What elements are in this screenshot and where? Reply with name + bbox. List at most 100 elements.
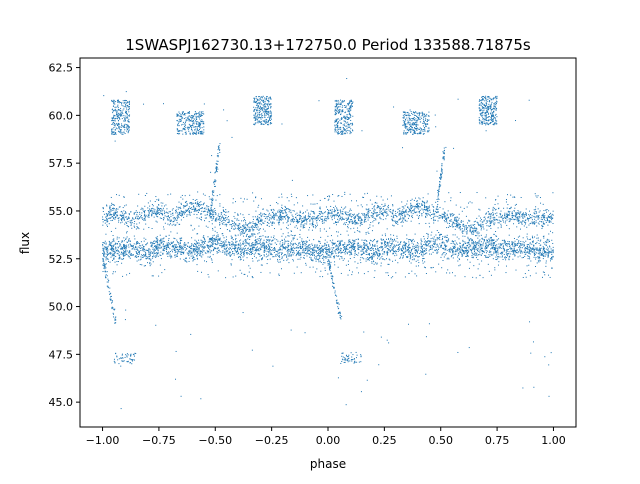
data-point: [337, 215, 339, 217]
data-point: [287, 235, 289, 237]
data-point: [218, 213, 220, 215]
data-point: [515, 216, 517, 218]
data-point: [331, 241, 333, 243]
data-point: [540, 216, 542, 218]
data-point: [140, 258, 142, 260]
data-point: [128, 238, 130, 240]
data-point: [350, 249, 352, 251]
data-point: [210, 239, 212, 241]
data-point: [519, 255, 521, 257]
data-point: [145, 255, 147, 257]
data-point: [138, 259, 140, 261]
data-point: [376, 214, 378, 216]
data-point: [493, 242, 495, 244]
data-point: [356, 243, 358, 245]
data-point: [537, 218, 539, 220]
data-point: [263, 251, 265, 253]
data-point: [404, 215, 406, 217]
data-point: [501, 214, 503, 216]
data-point: [132, 254, 134, 256]
data-point: [453, 222, 455, 224]
data-point: [143, 248, 145, 250]
data-point: [508, 214, 510, 216]
data-point: [548, 215, 550, 217]
data-point: [229, 229, 231, 231]
data-point: [195, 240, 197, 242]
data-point: [312, 211, 314, 213]
data-point: [268, 251, 270, 253]
data-point: [208, 215, 210, 217]
data-point: [336, 247, 338, 249]
data-point: [278, 253, 280, 255]
data-point: [240, 231, 242, 233]
data-point: [214, 238, 216, 240]
data-point: [465, 225, 467, 227]
data-point: [103, 253, 105, 255]
data-point: [222, 245, 224, 247]
data-point: [410, 207, 412, 209]
data-point: [285, 215, 287, 217]
data-point: [230, 254, 232, 256]
data-point: [366, 244, 368, 246]
data-point: [409, 247, 411, 249]
data-point: [484, 247, 486, 249]
data-point: [117, 250, 119, 252]
data-point: [513, 242, 515, 244]
data-point: [331, 242, 333, 244]
data-point: [477, 237, 479, 239]
data-point: [185, 202, 187, 204]
data-point: [113, 209, 115, 211]
data-point: [425, 249, 427, 251]
data-point: [526, 236, 528, 238]
data-point: [151, 212, 153, 214]
data-point: [205, 208, 207, 210]
data-point: [125, 250, 127, 252]
data-point: [476, 244, 478, 246]
data-point: [390, 234, 392, 236]
data-point: [109, 242, 111, 244]
data-point: [404, 243, 406, 245]
data-point: [517, 212, 519, 214]
data-point: [153, 254, 155, 256]
data-point: [207, 212, 209, 214]
data-point: [183, 205, 185, 207]
data-point: [161, 217, 163, 219]
data-point: [382, 253, 384, 255]
data-point: [204, 207, 206, 209]
data-point: [283, 216, 285, 218]
data-point: [173, 241, 175, 243]
data-point: [502, 248, 504, 250]
data-point: [472, 253, 474, 255]
data-point: [165, 247, 167, 249]
data-point: [380, 210, 382, 212]
data-point: [223, 237, 225, 239]
data-point: [112, 247, 114, 249]
data-point: [513, 215, 515, 217]
data-point: [287, 208, 289, 210]
data-point: [135, 255, 137, 257]
data-point: [161, 212, 163, 214]
data-point: [151, 246, 153, 248]
data-point: [383, 205, 385, 207]
data-point: [528, 249, 530, 251]
data-point: [263, 255, 265, 257]
data-point: [165, 246, 167, 248]
data-point: [371, 216, 373, 218]
data-point: [395, 252, 397, 254]
data-point: [342, 259, 344, 261]
data-point: [391, 218, 393, 220]
data-point: [386, 215, 388, 217]
data-point: [117, 246, 119, 248]
data-point: [461, 250, 463, 252]
data-point: [102, 259, 104, 261]
data-point: [122, 253, 124, 255]
data-point: [439, 215, 441, 217]
data-point: [437, 251, 439, 253]
data-point: [354, 240, 356, 242]
data-point: [200, 219, 202, 221]
data-point: [228, 243, 230, 245]
data-point: [106, 205, 108, 207]
data-point: [214, 240, 216, 242]
data-point: [498, 243, 500, 245]
data-point: [278, 222, 280, 224]
